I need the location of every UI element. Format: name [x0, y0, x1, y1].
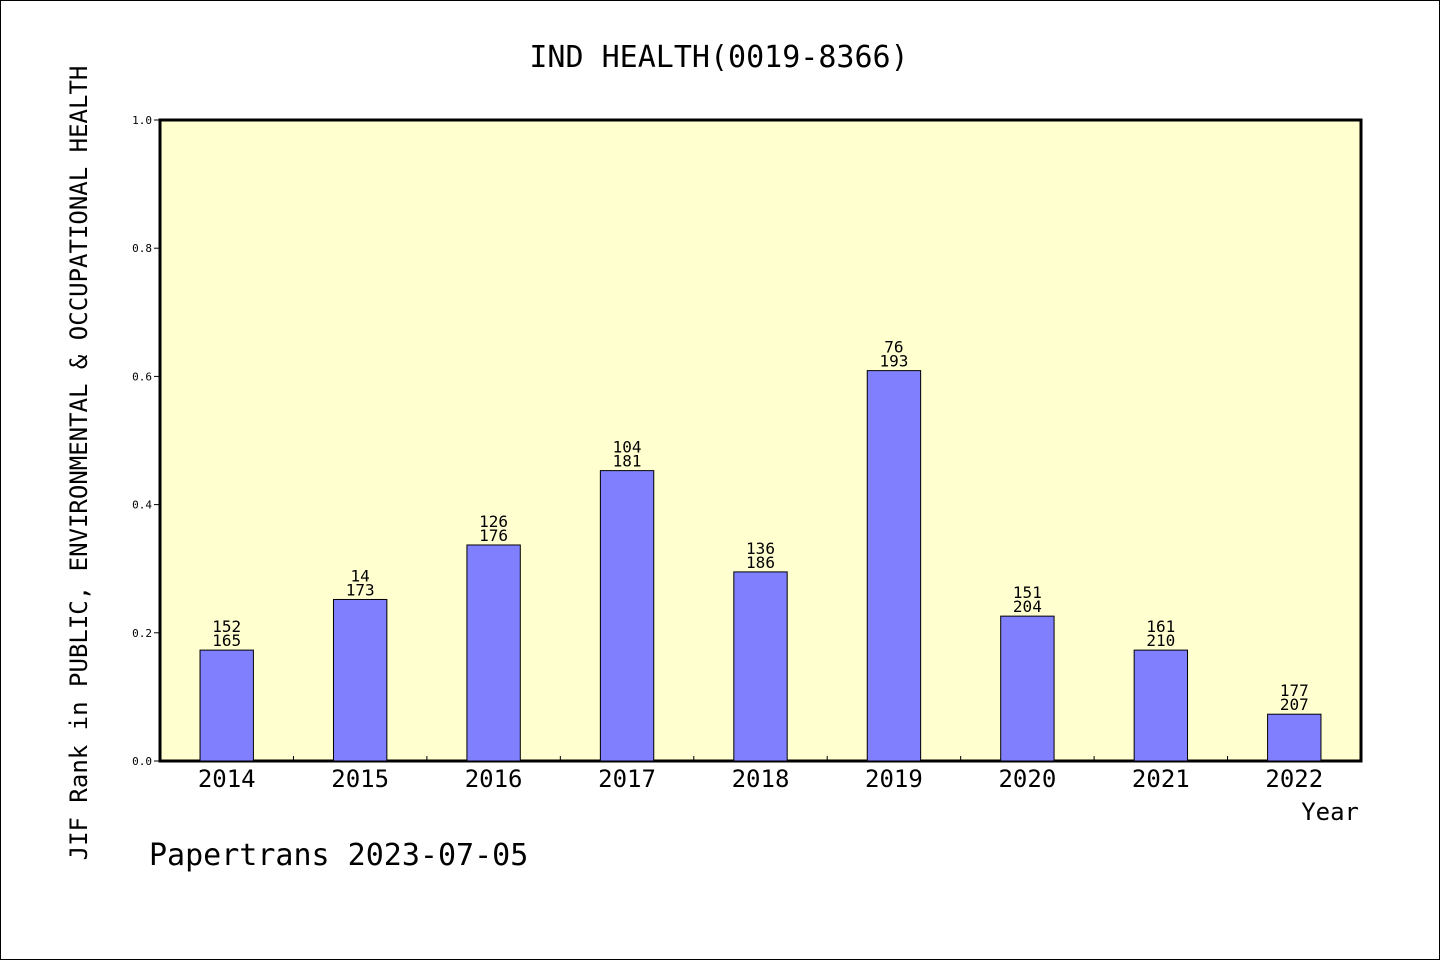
x-tick-label: 2017 [598, 765, 656, 793]
x-axis-label: Year [1301, 798, 1359, 826]
x-tick-label: 2022 [1265, 765, 1323, 793]
bar-2021 [1133, 649, 1189, 762]
x-tick-label: 2015 [331, 765, 389, 793]
y-tick-label: 0.4 [132, 499, 152, 512]
bar-2020 [1000, 615, 1055, 762]
x-tick-label: 2018 [732, 765, 790, 793]
bar-total-label: 207 [1280, 695, 1309, 714]
bar-total-label: 210 [1146, 631, 1175, 650]
bar-2018 [733, 571, 788, 762]
bar-total-label: 176 [479, 526, 508, 545]
bar-2014 [199, 649, 254, 762]
x-tick-label: 2016 [465, 765, 523, 793]
bar-total-label: 204 [1013, 597, 1042, 616]
bar-rank-label: 76 [884, 338, 903, 357]
bar-total-label: 193 [879, 352, 908, 371]
bar-rank-label: 177 [1280, 681, 1309, 700]
bar-total-label: 173 [346, 580, 375, 599]
bar-total-label: 186 [746, 553, 775, 572]
bar-2022 [1267, 713, 1322, 762]
bar-total-label: 181 [613, 452, 642, 471]
bar-rank-label: 151 [1013, 583, 1042, 602]
bar-2019 [866, 370, 922, 762]
bar-2016 [466, 544, 521, 762]
y-tick-label: 0.0 [132, 755, 152, 768]
bar-rank-label: 14 [351, 566, 370, 585]
y-tick-label: 1.0 [132, 114, 152, 127]
y-ticks: 0.0 0.2 0.4 0.6 0.8 1.0 [132, 114, 160, 768]
bar-rank-label: 136 [746, 539, 775, 558]
y-tick-label: 0.8 [132, 242, 152, 255]
bar-rank-label: 104 [613, 438, 642, 457]
y-tick-label: 0.2 [132, 627, 152, 640]
footer-credit: Papertrans 2023-07-05 [149, 838, 528, 873]
bar-2015 [332, 598, 388, 762]
y-tick-label: 0.6 [132, 370, 152, 383]
y-axis-label: JIF Rank in PUBLIC, ENVIRONMENTAL & OCCU… [65, 66, 93, 861]
bar-rank-label: 126 [479, 512, 508, 531]
x-tick-label: 2021 [1132, 765, 1190, 793]
chart-title: IND HEALTH(0019-8366) [529, 40, 908, 75]
bar-total-label: 165 [212, 631, 241, 650]
x-tick-label: 2019 [865, 765, 923, 793]
bar-rank-label: 161 [1146, 617, 1175, 636]
x-tick-label: 2014 [198, 765, 256, 793]
bar-2017 [599, 470, 655, 762]
bar-rank-label: 152 [212, 617, 241, 636]
x-ticks: 2014 2015 2016 2017 2018 2019 2020 2021 2022 [198, 756, 1323, 793]
x-tick-label: 2020 [998, 765, 1056, 793]
